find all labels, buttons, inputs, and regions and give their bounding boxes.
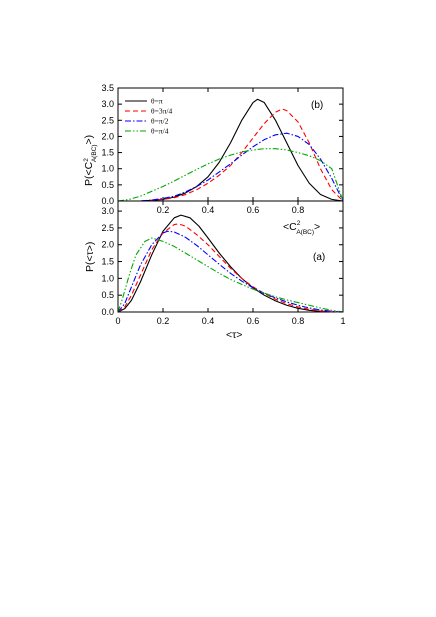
panel-a-y-tick-label-1: 0.5 bbox=[101, 290, 114, 300]
panel-a-x-tick-label-3: 0.6 bbox=[247, 316, 260, 326]
panel-b-xlabel-end: > bbox=[314, 221, 320, 233]
panel-b-series-line-1 bbox=[118, 108, 344, 202]
legend-label-3: θ=π/4 bbox=[151, 127, 169, 136]
legend-label-0: θ=π bbox=[151, 97, 163, 106]
panel-a-series-line-1 bbox=[117, 223, 344, 313]
panel-b-y-tick-label-0: 0.0 bbox=[101, 196, 114, 206]
panel-a: 0.0 0.5 1.0 1.5 2.0 2.5 3.0 0 0.2 0.4 0.6 0.8 1 (a)… bbox=[84, 200, 346, 341]
panel-b-y-tick-label-1: 0.5 bbox=[101, 180, 114, 190]
panel-a-y-tick-label-6: 3.0 bbox=[101, 206, 114, 216]
legend-label-1: θ=3π/4 bbox=[151, 107, 172, 116]
panel-b-y-tick-label-7: 3.5 bbox=[101, 83, 114, 93]
panel-a-series-line-2 bbox=[117, 230, 344, 313]
panel-b-y-axis: 0.0 0.5 1.0 1.5 2.0 2.5 3.0 3.5 bbox=[101, 83, 343, 206]
panel-b-series-line-2 bbox=[118, 132, 344, 202]
panel-a-y-tick-label-2: 1.0 bbox=[101, 273, 114, 283]
panel-a-y-tick-label-0: 0.0 bbox=[101, 307, 114, 317]
panel-b: 0.0 0.5 1.0 1.5 2.0 2.5 3.0 3.5 0.2 0.4 0.6 0.8 (b… bbox=[83, 83, 344, 236]
panel-b-y-tick-label-2: 1.0 bbox=[101, 164, 114, 174]
panel-b-series-line-3 bbox=[117, 148, 344, 202]
panel-a-series bbox=[117, 214, 344, 313]
panel-b-y-tick-label-6: 3.0 bbox=[101, 99, 114, 109]
panel-a-y-tick-label-4: 2.0 bbox=[101, 240, 114, 250]
panel-a-x-tick-label-2: 0.4 bbox=[202, 316, 215, 326]
panel-a-y-tick-label-5: 2.5 bbox=[101, 223, 114, 233]
panel-a-x-axis-title: <τ> bbox=[226, 329, 242, 341]
panel-b-series bbox=[117, 98, 344, 202]
panel-b-xlabel-main: <C bbox=[283, 221, 297, 233]
legend: θ=πθ=3π/4θ=π/2θ=π/4 bbox=[125, 97, 172, 136]
panel-a-y-axis-title: P(<τ>) bbox=[84, 242, 96, 272]
panel-b-ylabel-main: P(<C bbox=[83, 161, 95, 186]
panel-a-x-tick-label-0: 0 bbox=[115, 316, 120, 326]
panel-b-ylabel-sub: A(BC) bbox=[91, 144, 98, 162]
legend-label-2: θ=π/2 bbox=[151, 117, 169, 126]
panel-b-x-tick-label-3: 0.8 bbox=[292, 205, 305, 215]
panel-b-ylabel-end: >) bbox=[83, 135, 95, 145]
panel-a-y-axis: 0.0 0.5 1.0 1.5 2.0 2.5 3.0 bbox=[101, 206, 343, 317]
panel-b-x-axis: 0.2 0.4 0.6 0.8 bbox=[157, 88, 305, 215]
panel-b-x-axis-title: <C2 A(BC)> bbox=[283, 220, 320, 236]
panel-b-xlabel-sub: A(BC) bbox=[296, 229, 314, 236]
panel-b-series-line-0 bbox=[118, 98, 344, 202]
panel-b-y-axis-title: P(<C2A(BC)>) bbox=[83, 135, 98, 186]
panel-a-label: (a) bbox=[313, 252, 325, 263]
panel-b-y-tick-label-4: 2.0 bbox=[101, 131, 114, 141]
panel-b-ylabel-sup: 2 bbox=[83, 158, 90, 162]
panel-a-x-tick-label-4: 0.8 bbox=[292, 316, 305, 326]
panel-b-xlabel-sup: 2 bbox=[297, 220, 301, 227]
panel-a-x-tick-label-1: 0.2 bbox=[157, 316, 170, 326]
panel-a-x-axis: 0 0.2 0.4 0.6 0.8 1 bbox=[115, 201, 346, 326]
panel-b-x-tick-label-1: 0.4 bbox=[202, 205, 215, 215]
panel-b-label: (b) bbox=[311, 100, 323, 111]
panel-a-frame bbox=[117, 200, 344, 313]
panel-b-y-tick-label-5: 2.5 bbox=[101, 115, 114, 125]
panel-a-x-tick-label-5: 1 bbox=[340, 316, 345, 326]
panel-a-series-line-3 bbox=[117, 237, 344, 313]
panel-b-x-tick-label-2: 0.6 bbox=[247, 205, 260, 215]
panel-a-series-line-0 bbox=[117, 214, 343, 313]
panel-a-y-tick-label-3: 1.5 bbox=[101, 257, 114, 267]
panel-b-y-tick-label-3: 1.5 bbox=[101, 148, 114, 158]
panel-b-x-tick-label-0: 0.2 bbox=[157, 205, 170, 215]
